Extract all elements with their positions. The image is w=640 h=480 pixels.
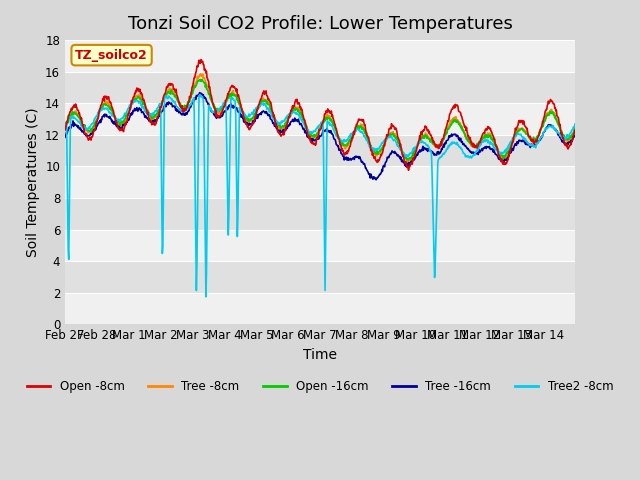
Y-axis label: Soil Temperatures (C): Soil Temperatures (C) [26, 108, 40, 257]
Legend: Open -8cm, Tree -8cm, Open -16cm, Tree -16cm, Tree2 -8cm: Open -8cm, Tree -8cm, Open -16cm, Tree -… [22, 375, 618, 398]
Bar [65, 40, 575, 72]
Bar [65, 229, 575, 261]
Title: Tonzi Soil CO2 Profile: Lower Temperatures: Tonzi Soil CO2 Profile: Lower Temperatur… [127, 15, 513, 33]
Text: TZ_soilco2: TZ_soilco2 [76, 48, 148, 61]
Bar [65, 135, 575, 167]
Bar [65, 9, 575, 40]
Bar [65, 293, 575, 324]
Bar [65, 198, 575, 229]
X-axis label: Time: Time [303, 348, 337, 361]
Bar [65, 72, 575, 103]
Bar [65, 261, 575, 293]
Bar [65, 167, 575, 198]
Bar [65, 103, 575, 135]
